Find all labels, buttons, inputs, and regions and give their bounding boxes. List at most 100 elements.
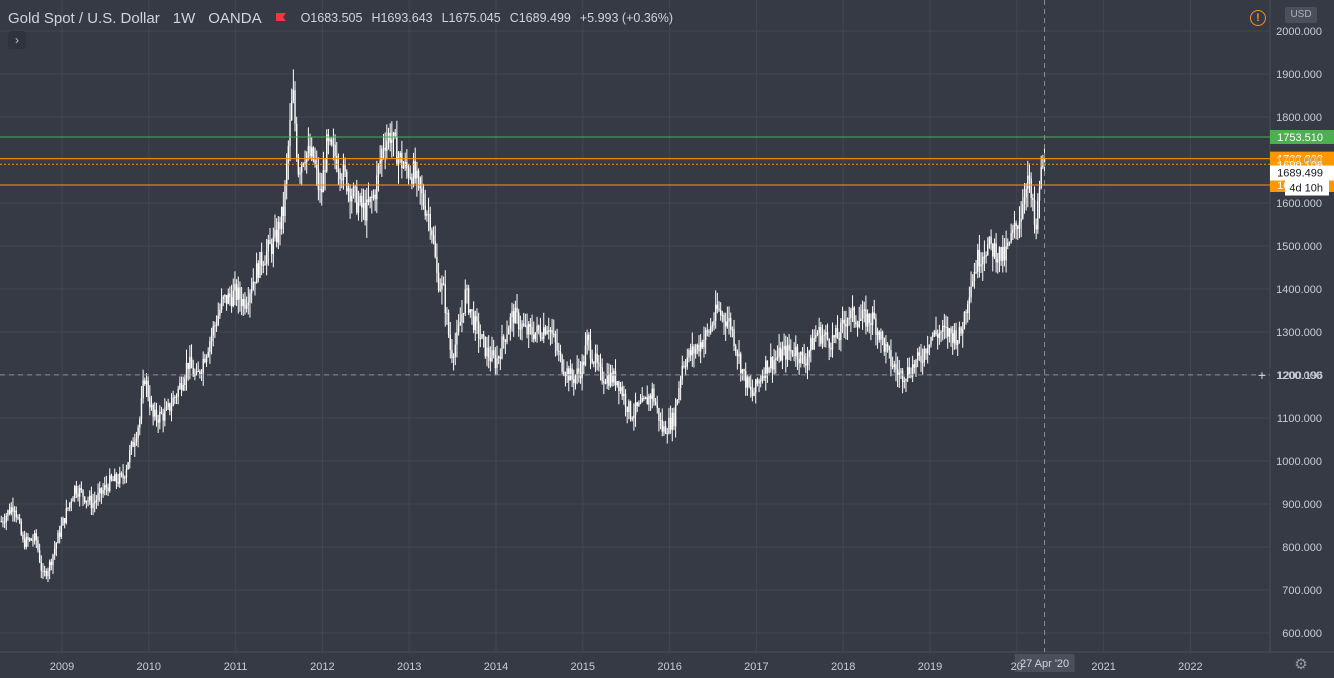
candle-body [671,412,673,430]
price-axis[interactable]: 2000.000 1900.000 1800.000 1700.000 1600.000… [1276,26,1322,640]
interval-label[interactable]: 1W [172,9,196,27]
candle-body [446,312,448,314]
y-tick-label: 1400.000 [1276,284,1322,296]
candle-body [780,347,782,361]
candle-body [1002,247,1004,261]
x-tick-label: 2010 [137,661,161,673]
flag-icon[interactable] [275,12,287,24]
candle-body [10,507,12,514]
candle-body [344,164,346,172]
candle-body [895,364,897,370]
candle-body [90,495,93,509]
candle-body [1010,232,1012,242]
candle-body [47,570,49,577]
candle-body [805,363,807,366]
candle-body [806,357,809,366]
candle-body [811,338,814,350]
y-tick-label: 1000.000 [1276,456,1322,468]
candle-body [843,319,845,324]
candle-body [848,317,850,320]
candle-body [534,332,537,340]
candle-body [73,486,76,498]
candle-body [384,147,386,151]
candle-body [586,334,588,346]
candle-body [28,538,31,540]
y-tick-label: 1700.000 [1276,155,1322,167]
chevron-right-icon[interactable]: › [8,31,26,49]
candle-body [972,281,974,287]
candle-body [232,290,234,307]
y-tick-label: 900.000 [1282,499,1322,511]
candle-body [926,348,929,354]
price-lines[interactable]: 1753.5101703.2031690.1061641.8561689.499… [0,129,1334,196]
candle-body [112,479,114,481]
y-tick-label: 1800.000 [1276,112,1322,124]
currency-badge[interactable]: USD [1285,7,1317,23]
candle-body [352,186,355,196]
candle-body [596,353,598,363]
gear-icon[interactable]: ⚙ [1294,656,1308,673]
candle-body [351,195,353,202]
candle-body [776,357,779,359]
candle-body [297,156,300,175]
candle-body [0,521,2,523]
ohlc-values: O1683.505 H1693.643 L1675.045 C1689.499 … [301,11,673,25]
candle-body [304,161,306,164]
candle-body [825,332,827,335]
candle-body [758,380,760,384]
candle-body [494,355,497,369]
alert-price-label-bg [1270,129,1334,144]
candle-body [117,481,119,484]
time-axis[interactable]: 2009 2010 2011 2012 2013 2014 2015 2016 2017 2018… [50,661,1203,673]
candle-body [1022,203,1024,219]
candle-body [287,146,290,164]
candle-body [442,283,445,285]
candle-body [901,370,904,382]
candle-body [691,346,694,356]
candle-body [618,381,620,392]
candle-body [139,419,141,428]
candle-body [694,349,697,354]
candle-body [818,326,820,334]
candle-body [820,326,822,344]
candle-body [22,534,24,540]
candle-body [888,346,890,350]
candle-body [773,360,775,370]
candle-body [728,318,730,322]
candle-body [346,171,348,192]
candle-body [823,334,825,336]
candle-body [78,488,81,497]
candle-body [265,250,268,264]
candle-body [521,323,523,329]
candle-body [174,397,176,399]
candle-body [628,401,630,413]
candle-body [511,311,513,318]
candle-body [129,450,131,463]
candle-body [523,323,525,326]
candle-body [880,331,882,340]
candle-body [509,317,512,329]
x-tick-label: 2015 [571,661,595,673]
candle-body [629,401,632,419]
candle-body [982,256,984,265]
symbol-name[interactable]: Gold Spot / U.S. Dollar [8,9,160,27]
candle-body [890,349,892,367]
candle-body [771,357,774,370]
candle-body [27,536,29,540]
countdown-label-bg [1285,180,1329,196]
candle-body [377,165,380,176]
candle-body [326,134,328,172]
candle-body [486,347,488,357]
candle-body [220,299,223,310]
candle-body [1003,247,1006,261]
candle-body [781,349,784,361]
candle-body [237,287,239,300]
candle-body [97,492,99,501]
warning-icon[interactable]: ! [1250,10,1266,26]
candle-body [1025,188,1027,198]
candle-body [952,333,954,344]
candle-body [210,335,213,342]
candles [0,69,1046,582]
